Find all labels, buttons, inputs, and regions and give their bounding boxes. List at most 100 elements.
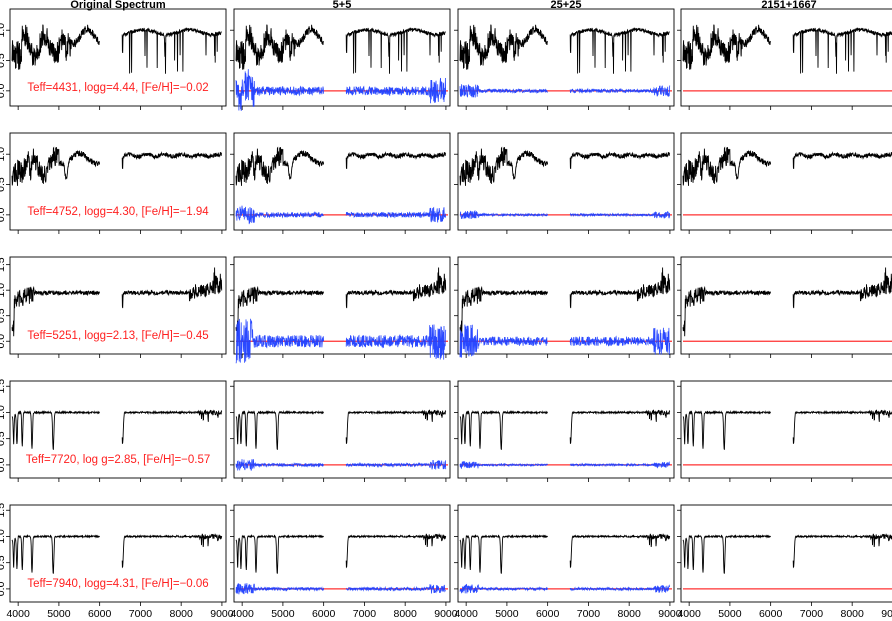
x-tick-label: 6000 xyxy=(88,608,112,620)
y-tick-label: 1.0 xyxy=(0,405,7,420)
x-tick-label: 9000 xyxy=(658,608,682,620)
panel-frame xyxy=(680,380,892,479)
x-tick-label: 7000 xyxy=(577,608,601,620)
spectrum-series xyxy=(569,27,670,74)
residual-series xyxy=(345,584,446,594)
panel-r4-c4 xyxy=(677,380,892,482)
row-labels: Teff=4431, logg=4.44, [Fe/H]=−0.02 Teff=… xyxy=(26,82,211,590)
y-tick-label: 1.5 xyxy=(0,503,7,518)
x-tick-label: 4000 xyxy=(230,608,254,620)
residual-series xyxy=(235,583,324,595)
panel-frame xyxy=(457,380,675,479)
residual-series xyxy=(459,209,548,219)
panel-r1-c3 xyxy=(454,8,675,110)
spectrum-series xyxy=(682,534,771,574)
spectrum-series xyxy=(11,146,101,186)
y-tick-label: 1.0 xyxy=(0,283,7,298)
panel-frame xyxy=(457,256,675,355)
spectrum-series xyxy=(682,24,771,70)
panel-r2-c1: 0.0 0.5 1.0 xyxy=(0,132,227,234)
y-tick-label: 0.0 xyxy=(0,457,7,472)
y-tick-label: 1.5 xyxy=(0,379,7,394)
panel-frame xyxy=(233,504,451,603)
column-title-2151plus1667: 2151+1667 xyxy=(761,0,816,11)
panel-r1-c4 xyxy=(677,8,892,110)
column-title-original: Original Spectrum xyxy=(70,0,166,11)
spectrum-series xyxy=(121,533,223,569)
panel-r1-c2 xyxy=(230,8,451,112)
panel-r3-c1: 0.0 0.5 1.0 1.5 xyxy=(0,256,227,358)
spectrum-series xyxy=(682,409,771,450)
residual-series xyxy=(569,327,671,355)
residual-series xyxy=(459,460,548,470)
x-tick-label: 6000 xyxy=(536,608,560,620)
residual-series xyxy=(235,318,324,364)
panel-r2-c4 xyxy=(677,132,892,234)
panel-r5-c4: 4000 5000 6000 7000 8000 9000 xyxy=(677,504,892,620)
x-tick-label: 9000 xyxy=(434,608,458,620)
column-title-25plus25: 25+25 xyxy=(551,0,582,11)
x-tick-label: 9000 xyxy=(881,608,892,620)
spectrum-series xyxy=(459,534,548,574)
residual-series xyxy=(459,583,548,594)
residual-series xyxy=(235,205,324,225)
y-tick-label: 0.0 xyxy=(0,83,7,98)
panel-grid: 0.0 0.5 1.0 0.0 0.5 1.0 0.0 0.5 1.0 1.5 0.0 0.5 1.0 1… xyxy=(0,8,892,620)
x-tick-label: 5000 xyxy=(718,608,742,620)
panel-r5-c1: 0.0 0.5 1.0 1.5 4000 5000 6000 7000 8000 9000 xyxy=(0,503,234,620)
x-tick-label: 4000 xyxy=(677,608,701,620)
y-tick-label: 0.0 xyxy=(0,581,7,596)
spectrum-series xyxy=(11,534,100,574)
panel-r4-c2 xyxy=(230,380,451,482)
y-tick-label: 1.0 xyxy=(0,147,7,162)
panel-frame xyxy=(233,8,451,107)
spectrum-series xyxy=(792,27,892,74)
panel-frame xyxy=(680,132,892,231)
y-tick-label: 0.0 xyxy=(0,207,7,222)
residual-series xyxy=(345,324,447,360)
residual-series xyxy=(235,459,324,472)
column-titles: Original Spectrum 5+5 25+25 2151+1667 xyxy=(70,0,816,11)
spectrum-series xyxy=(11,285,101,337)
y-tick-label: 1.0 xyxy=(0,23,7,38)
row-label-3: Teff=5251, logg=2.13, [Fe/H]=−0.45 xyxy=(27,330,208,342)
panel-frame xyxy=(457,8,675,107)
panel-r1-c1: 0.0 0.5 1.0 xyxy=(0,8,227,110)
y-tick-label: 1.0 xyxy=(0,529,7,544)
spectrum-series xyxy=(682,146,772,186)
row-label-5: Teff=7940, logg=4.31, [Fe/H]=−0.06 xyxy=(27,578,208,590)
y-tick-label: 0.5 xyxy=(0,555,7,570)
spectrum-series xyxy=(345,409,447,444)
panel-r5-c2: 4000 5000 6000 7000 8000 9000 xyxy=(230,504,458,620)
row-label-2: Teff=4752, logg=4.30, [Fe/H]=−1.94 xyxy=(27,206,209,218)
row-label-1: Teff=4431, logg=4.44, [Fe/H]=−0.02 xyxy=(27,82,208,94)
spectrum-series xyxy=(121,27,222,74)
spectrum-series xyxy=(459,409,548,450)
spectrum-series xyxy=(345,151,447,170)
spectrum-series xyxy=(235,146,325,186)
spectrum-series xyxy=(235,24,324,70)
x-tick-label: 6000 xyxy=(312,608,336,620)
panel-frame xyxy=(233,132,451,231)
panel-frame xyxy=(457,504,675,603)
residual-series xyxy=(569,461,671,469)
x-tick-label: 7000 xyxy=(129,608,153,620)
spectrum-series xyxy=(11,24,100,70)
panel-frame xyxy=(680,8,892,107)
y-tick-label: 0.0 xyxy=(0,334,7,349)
spectrum-series xyxy=(792,267,892,309)
spectrum-series xyxy=(121,151,223,170)
residual-series xyxy=(345,77,447,104)
spectrum-series xyxy=(792,533,892,569)
spectrum-series xyxy=(345,533,447,569)
x-tick-label: 8000 xyxy=(393,608,417,620)
residual-series xyxy=(459,83,548,98)
x-tick-label: 4000 xyxy=(454,608,478,620)
panel-r4-c1: 0.0 0.5 1.0 1.5 xyxy=(0,379,227,482)
row-label-4: Teff=7720, log g=2.85, [Fe/H]=−0.57 xyxy=(26,454,211,466)
panel-frame xyxy=(680,504,892,603)
y-tick-label: 0.5 xyxy=(0,177,7,192)
y-tick-label: 0.5 xyxy=(0,431,7,446)
spectrum-series xyxy=(235,409,324,450)
